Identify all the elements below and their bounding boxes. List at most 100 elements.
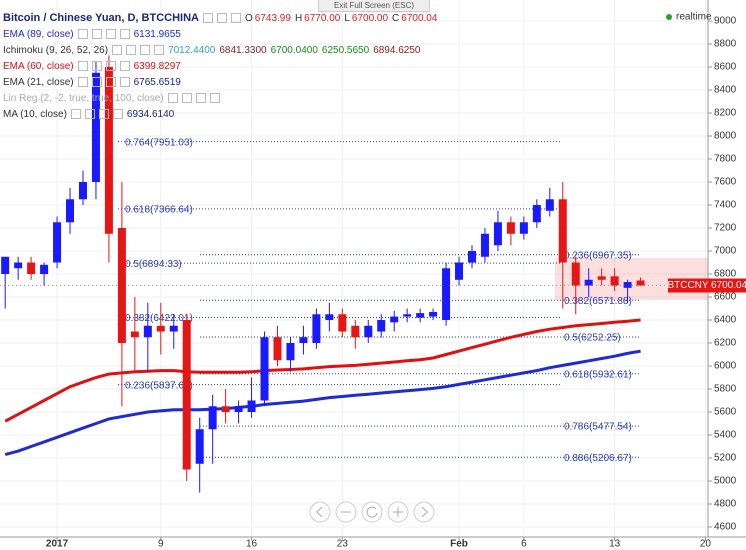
candle-body <box>480 233 489 257</box>
candle <box>286 337 295 372</box>
candle <box>636 277 645 286</box>
candle-body <box>14 262 23 269</box>
candle <box>597 268 606 286</box>
candle <box>610 268 619 292</box>
y-tick-label: 7800 <box>714 154 737 165</box>
indicator-line <box>4 349 641 457</box>
x-tick-label: 23 <box>337 539 349 550</box>
legend-icon <box>154 45 165 56</box>
y-tick-label: 8800 <box>714 39 737 50</box>
legend-icon <box>77 61 88 72</box>
candle <box>468 245 476 269</box>
candle <box>130 297 139 372</box>
candle <box>519 216 528 240</box>
candle-body <box>558 199 567 263</box>
candle-body <box>377 320 386 332</box>
ohlc-key: C <box>392 13 400 24</box>
realtime-dot <box>666 14 672 20</box>
ohlc-value: 6700.00 <box>351 13 389 24</box>
candle-body <box>40 264 49 275</box>
candle <box>156 302 165 355</box>
candle <box>442 262 451 326</box>
candle-body <box>104 67 113 234</box>
candle <box>493 210 502 252</box>
candle-body <box>468 251 476 263</box>
candle <box>455 256 464 286</box>
x-tick-label: 2017 <box>46 539 69 550</box>
candle-body <box>234 406 243 413</box>
y-tick-label: 8600 <box>714 62 737 73</box>
candle <box>66 187 75 234</box>
candle <box>429 308 438 321</box>
candle <box>325 302 334 332</box>
legend-icon <box>105 61 116 72</box>
nav-left[interactable] <box>309 501 331 523</box>
y-tick-label: 7400 <box>714 200 737 211</box>
candle-body <box>156 325 165 332</box>
legend-icon <box>70 109 81 120</box>
candle <box>558 182 567 309</box>
candle <box>27 256 36 280</box>
candle-body <box>455 262 464 280</box>
fib-label: 0.786(5477.54) <box>564 422 632 433</box>
candle-body <box>78 182 87 200</box>
realtime-label: realtime <box>676 12 712 23</box>
symbol-badge-label: BTCCNY <box>667 280 708 291</box>
y-tick-label: 6400 <box>714 315 737 326</box>
ohlc-key: O <box>245 13 253 24</box>
title-row: Bitcoin / Chinese Yuan, D, BTCCHINA O 6743… <box>3 10 441 27</box>
fib-label: 0.886(5206.67) <box>564 453 632 464</box>
indicator-row: EMA (89, close) 6131.9655 <box>3 27 441 43</box>
y-tick-label: 6200 <box>714 338 737 349</box>
fib-label: 0.236(5837.63) <box>125 380 193 391</box>
y-tick-label: 7600 <box>714 177 737 188</box>
indicator-name: EMA (21, close) <box>3 77 74 88</box>
y-tick-label: 5200 <box>714 453 737 464</box>
legend-icon <box>217 13 227 24</box>
y-tick-label: 8200 <box>714 108 737 119</box>
candle-body <box>299 337 308 344</box>
x-tick-label: 6 <box>521 539 527 550</box>
legend-icon <box>195 93 206 104</box>
indicator-row: Lin Reg (2, -2, true, true, 100, close) <box>3 91 441 107</box>
reset-icon <box>366 506 378 518</box>
legend-icon <box>112 45 123 56</box>
ohlc-value: 6770.00 <box>304 13 341 24</box>
candle <box>40 262 49 286</box>
legend-icon <box>77 29 88 40</box>
candle <box>571 256 580 315</box>
legend-icon <box>84 109 95 120</box>
fib-label: 0.618(5932.61) <box>564 369 632 380</box>
candle-body <box>364 325 373 338</box>
candle <box>299 325 308 355</box>
candle-body <box>597 276 606 280</box>
y-tick-label: 4600 <box>714 522 737 533</box>
legend-icon <box>105 77 116 88</box>
price-badge <box>708 278 746 293</box>
x-tick-label: 13 <box>609 539 621 550</box>
candle-body <box>351 325 360 338</box>
candle-body <box>221 406 230 413</box>
exit-fullscreen[interactable]: Exit Full Screen (ESC) <box>318 0 430 12</box>
nav-right[interactable] <box>413 501 435 523</box>
y-tick-label: 7200 <box>714 223 737 234</box>
candle-body <box>182 320 191 470</box>
price-badge-label: 6700.04 <box>711 280 746 291</box>
legend-icon <box>140 45 151 56</box>
fib-label: 0.618(7366.64) <box>125 205 193 216</box>
nav-left-icon <box>316 506 323 518</box>
symbol-badge <box>668 278 708 293</box>
fib-label: 0.764(7951.03) <box>125 137 193 148</box>
legend-icon <box>91 29 102 40</box>
x-tick-label: 16 <box>246 539 258 550</box>
candle-body <box>273 337 282 361</box>
y-tick-label: 9000 <box>714 16 737 27</box>
indicator-row: EMA (21, close) 6765.6519 <box>3 75 441 91</box>
indicator-value: 6934.6140 <box>126 109 175 120</box>
indicator-row: EMA (60, close) 6399.8297 <box>3 59 441 75</box>
candle <box>377 314 386 338</box>
candle <box>234 400 243 424</box>
y-tick-label: 8000 <box>714 131 737 142</box>
reset[interactable] <box>361 501 383 523</box>
legend-icon <box>119 77 130 88</box>
